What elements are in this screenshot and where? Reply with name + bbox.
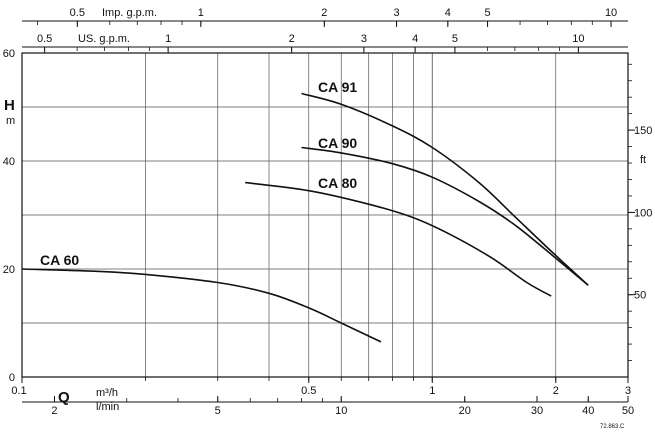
tick-label-top_us: 2 <box>289 33 295 45</box>
tick-label-top_us: 5 <box>452 33 458 45</box>
tick-label-left: 40 <box>3 156 15 168</box>
axes: 0.5 1 2 3 4 5 10 0.5 1 2 3 4 5 10 0.1 0.5 1 2 3 2 5 10 20 30 40 5… <box>3 7 653 417</box>
series-label-ca-90: CA 90 <box>318 135 357 151</box>
tick-label-bottom_primary: 2 <box>553 385 559 397</box>
tick-label-right: 50 <box>634 290 646 302</box>
grid <box>22 53 628 377</box>
series-label-ca-91: CA 91 <box>318 79 357 95</box>
series-line-ca-60 <box>21 268 382 343</box>
tick-label-left: 0 <box>9 372 15 384</box>
series-line-ca-90 <box>301 146 589 286</box>
q-axis-unit-m3h: m³/h <box>96 387 118 399</box>
tick-label-top_imp: 4 <box>445 7 451 19</box>
tick-label-bottom_secondary: 50 <box>622 405 634 417</box>
tick-label-top_imp: 5 <box>485 7 491 19</box>
plot-border <box>21 52 629 378</box>
tick-label-bottom_secondary: 5 <box>215 405 221 417</box>
right-axis-unit: ft <box>640 154 646 166</box>
tick-label-left: 60 <box>3 48 15 60</box>
tick-label-left: 20 <box>3 264 15 276</box>
tick-label-top_us: 4 <box>412 33 418 45</box>
tick-label-top_imp: 1 <box>198 7 204 19</box>
tick-label-bottom_secondary: 10 <box>335 405 347 417</box>
tick-label-bottom_primary: 3 <box>625 385 631 397</box>
q-axis-symbol: Q <box>58 389 70 406</box>
plot-frame <box>21 52 629 378</box>
tick-label-bottom_secondary: 20 <box>459 405 471 417</box>
tick-label-top_us: 1 <box>165 33 171 45</box>
tick-label-top_imp: 10 <box>605 7 617 19</box>
series-label-ca-60: CA 60 <box>40 252 79 268</box>
tick-label-right: 100 <box>634 207 652 219</box>
series-label-ca-80: CA 80 <box>318 175 357 191</box>
tick-label-top_us: 3 <box>361 33 367 45</box>
tick-label-top_us: 10 <box>572 33 584 45</box>
tick-label-top_imp: 0.5 <box>70 7 85 19</box>
tick-label-bottom_primary: 1 <box>429 385 435 397</box>
reference-code: 72.863.C <box>600 424 625 430</box>
q-axis-unit-lmin: l/min <box>96 401 119 413</box>
series-line-ca-80 <box>245 181 552 297</box>
tick-label-bottom_secondary: 2 <box>51 405 57 417</box>
tick-label-bottom_primary: 0.5 <box>301 385 316 397</box>
tick-label-bottom_primary: 0.1 <box>11 385 26 397</box>
tick-label-top_us: 0.5 <box>37 33 52 45</box>
series-line-ca-91 <box>301 92 589 286</box>
tick-label-bottom_secondary: 40 <box>582 405 594 417</box>
h-axis-symbol: H <box>4 97 15 114</box>
top-axis-unit-imp: Imp. g.p.m. <box>102 7 157 19</box>
h-axis-unit: m <box>6 115 15 127</box>
tick-label-top_imp: 2 <box>321 7 327 19</box>
tick-label-right: 150 <box>634 125 652 137</box>
tick-label-bottom_secondary: 30 <box>531 405 543 417</box>
tick-label-top_imp: 3 <box>393 7 399 19</box>
series-curves: CA 91 CA 90 CA 80 CA 60 <box>21 79 589 343</box>
top-axis-unit-us: US. g.p.m. <box>78 33 130 45</box>
